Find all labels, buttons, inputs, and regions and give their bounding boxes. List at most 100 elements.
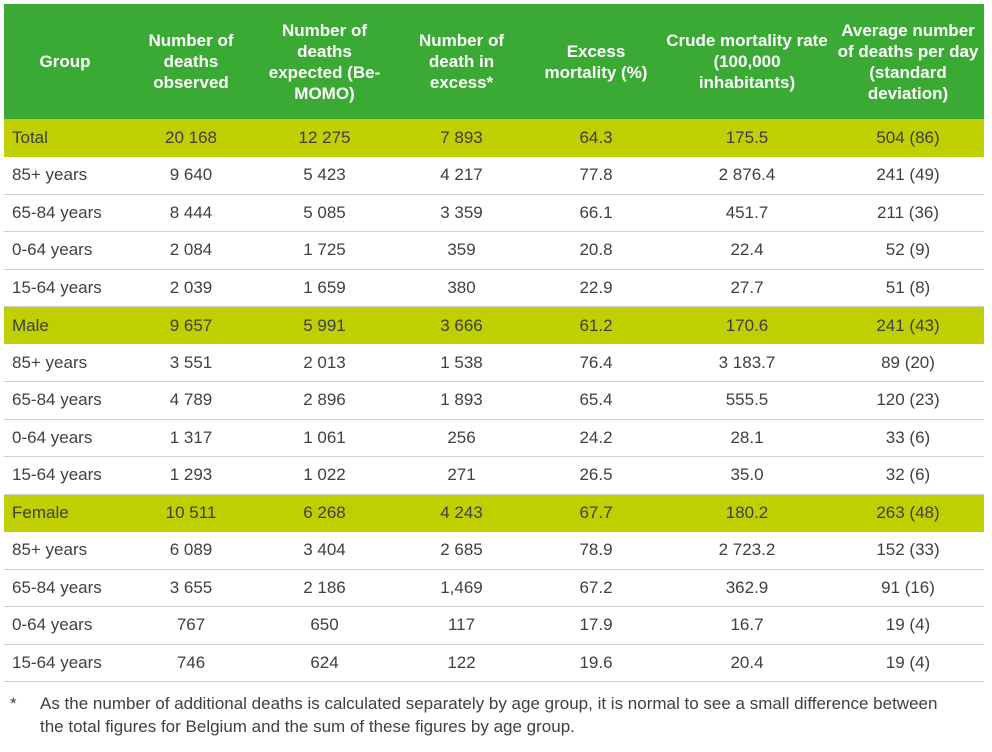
cell-average-deaths-per-day: 19 (4) [832, 644, 984, 682]
cell-crude-mortality-rate: 20.4 [662, 644, 832, 682]
cell-crude-mortality-rate: 16.7 [662, 606, 832, 645]
table-header: Group Number of deaths observed Number o… [4, 4, 984, 119]
table-row: 65-84 years 4 789 2 896 1 893 65.4 555.5 120 (… [4, 381, 984, 420]
cell-deaths-expected: 2 186 [256, 569, 393, 607]
cell-excess-mortality: 64.3 [530, 119, 662, 157]
cell-group: 15-64 years [4, 269, 126, 307]
cell-crude-mortality-rate: 451.7 [662, 194, 832, 232]
cell-deaths-expected: 1 725 [256, 231, 393, 270]
cell-average-deaths-per-day: 33 (6) [832, 419, 984, 457]
cell-average-deaths-per-day: 32 (6) [832, 456, 984, 495]
cell-deaths-observed: 2 039 [126, 269, 256, 307]
cell-excess-mortality: 17.9 [530, 606, 662, 645]
cell-crude-mortality-rate: 3 183.7 [662, 344, 832, 382]
cell-deaths-expected: 1 659 [256, 269, 393, 307]
cell-deaths-expected: 12 275 [256, 119, 393, 157]
cell-deaths-observed: 1 317 [126, 419, 256, 457]
cell-group: 0-64 years [4, 231, 126, 270]
group-row: Total 20 168 12 275 7 893 64.3 175.5 504 (86) [4, 119, 984, 157]
cell-excess-mortality: 67.2 [530, 569, 662, 607]
table-row: 0-64 years 2 084 1 725 359 20.8 22.4 52 (9) [4, 231, 984, 270]
cell-crude-mortality-rate: 35.0 [662, 456, 832, 495]
group-row: Male 9 657 5 991 3 666 61.2 170.6 241 (43) [4, 306, 984, 344]
table-row: 85+ years 3 551 2 013 1 538 76.4 3 183.7 89 (2… [4, 344, 984, 382]
cell-deaths-observed: 3 551 [126, 344, 256, 382]
excess-mortality-table: Group Number of deaths observed Number o… [4, 4, 984, 682]
table-row: 85+ years 9 640 5 423 4 217 77.8 2 876.4 241 (… [4, 156, 984, 195]
cell-crude-mortality-rate: 170.6 [662, 306, 832, 344]
cell-deaths-observed: 2 084 [126, 231, 256, 270]
cell-group: Female [4, 494, 126, 532]
cell-deaths-excess: 4 243 [393, 494, 530, 532]
cell-average-deaths-per-day: 89 (20) [832, 344, 984, 382]
cell-crude-mortality-rate: 2 876.4 [662, 156, 832, 195]
cell-excess-mortality: 20.8 [530, 231, 662, 270]
cell-deaths-observed: 9 640 [126, 156, 256, 195]
cell-group: 0-64 years [4, 606, 126, 645]
cell-deaths-expected: 5 085 [256, 194, 393, 232]
cell-group: 85+ years [4, 344, 126, 382]
cell-excess-mortality: 78.9 [530, 531, 662, 570]
footnote: * As the number of additional deaths is … [4, 692, 964, 738]
cell-deaths-observed: 3 655 [126, 569, 256, 607]
cell-crude-mortality-rate: 362.9 [662, 569, 832, 607]
cell-deaths-observed: 10 511 [126, 494, 256, 532]
footnote-text: As the number of additional deaths is ca… [40, 694, 938, 736]
cell-average-deaths-per-day: 504 (86) [832, 119, 984, 157]
column-header-group: Group [4, 4, 126, 119]
cell-group: 15-64 years [4, 644, 126, 682]
cell-deaths-observed: 9 657 [126, 306, 256, 344]
cell-deaths-excess: 3 666 [393, 306, 530, 344]
table-row: 0-64 years 767 650 117 17.9 16.7 19 (4) [4, 606, 984, 645]
cell-group: 85+ years [4, 531, 126, 570]
cell-deaths-excess: 117 [393, 606, 530, 645]
cell-excess-mortality: 26.5 [530, 456, 662, 495]
table-row: 65-84 years 8 444 5 085 3 359 66.1 451.7 211 (… [4, 194, 984, 232]
column-header-crude-mortality-rate: Crude mortality rate (100,000 inhabitant… [662, 4, 832, 119]
table-row: 0-64 years 1 317 1 061 256 24.2 28.1 33 (6) [4, 419, 984, 457]
cell-group: Male [4, 306, 126, 344]
group-row: Female 10 511 6 268 4 243 67.7 180.2 263 (48) [4, 494, 984, 532]
cell-average-deaths-per-day: 211 (36) [832, 194, 984, 232]
cell-deaths-expected: 624 [256, 644, 393, 682]
cell-crude-mortality-rate: 180.2 [662, 494, 832, 532]
cell-group: 15-64 years [4, 456, 126, 495]
cell-average-deaths-per-day: 241 (49) [832, 156, 984, 195]
cell-deaths-excess: 4 217 [393, 156, 530, 195]
table-body: Total 20 168 12 275 7 893 64.3 175.5 504 (86) 8… [4, 119, 984, 682]
cell-average-deaths-per-day: 152 (33) [832, 531, 984, 570]
cell-excess-mortality: 76.4 [530, 344, 662, 382]
cell-deaths-expected: 1 022 [256, 456, 393, 495]
table-row: 15-64 years 2 039 1 659 380 22.9 27.7 51 (8) [4, 269, 984, 307]
cell-excess-mortality: 65.4 [530, 381, 662, 420]
table-row: 85+ years 6 089 3 404 2 685 78.9 2 723.2 152 (… [4, 531, 984, 570]
cell-group: 0-64 years [4, 419, 126, 457]
cell-crude-mortality-rate: 27.7 [662, 269, 832, 307]
cell-excess-mortality: 66.1 [530, 194, 662, 232]
cell-excess-mortality: 61.2 [530, 306, 662, 344]
cell-deaths-excess: 1 538 [393, 344, 530, 382]
cell-group: 65-84 years [4, 569, 126, 607]
cell-average-deaths-per-day: 241 (43) [832, 306, 984, 344]
cell-deaths-excess: 3 359 [393, 194, 530, 232]
cell-deaths-expected: 5 991 [256, 306, 393, 344]
column-header-deaths-observed: Number of deaths observed [126, 4, 256, 119]
cell-deaths-observed: 20 168 [126, 119, 256, 157]
cell-deaths-observed: 746 [126, 644, 256, 682]
cell-group: 65-84 years [4, 381, 126, 420]
cell-excess-mortality: 24.2 [530, 419, 662, 457]
cell-group: 65-84 years [4, 194, 126, 232]
cell-deaths-excess: 1,469 [393, 569, 530, 607]
cell-crude-mortality-rate: 22.4 [662, 231, 832, 270]
cell-deaths-expected: 1 061 [256, 419, 393, 457]
cell-deaths-excess: 122 [393, 644, 530, 682]
cell-deaths-expected: 5 423 [256, 156, 393, 195]
column-header-deaths-expected: Number of deaths expected (Be-MOMO) [256, 4, 393, 119]
cell-excess-mortality: 77.8 [530, 156, 662, 195]
cell-deaths-observed: 6 089 [126, 531, 256, 570]
cell-excess-mortality: 22.9 [530, 269, 662, 307]
cell-crude-mortality-rate: 2 723.2 [662, 531, 832, 570]
cell-deaths-observed: 8 444 [126, 194, 256, 232]
cell-deaths-excess: 359 [393, 231, 530, 270]
